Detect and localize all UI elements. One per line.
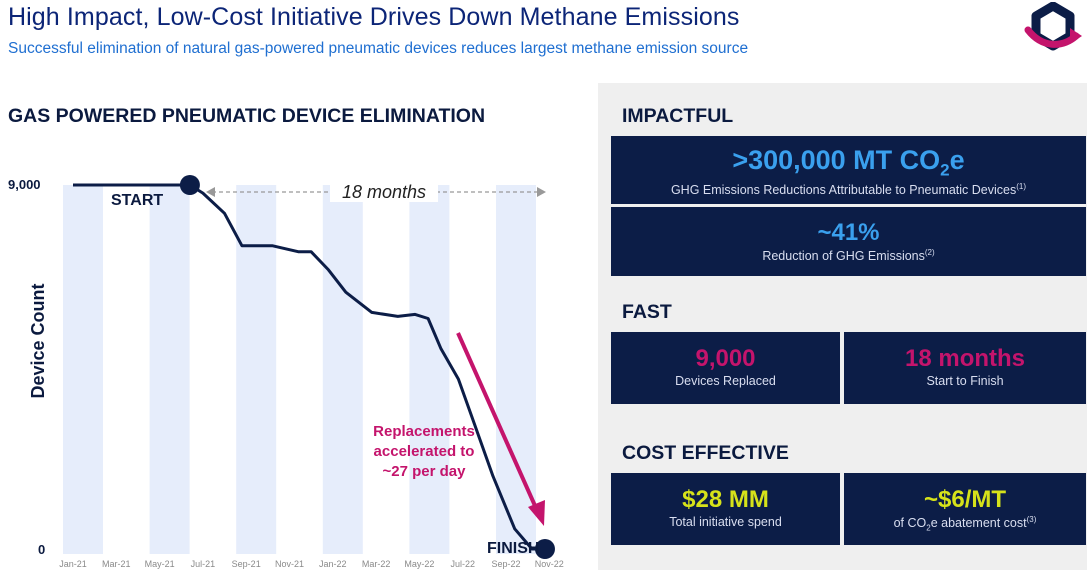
chart-section-title: GAS POWERED PNEUMATIC DEVICE ELIMINATION [8,105,486,127]
x-tick-label: Jul-22 [450,559,475,569]
devices-replaced-value: 9,000 [695,345,756,372]
initiative-spend-desc: Total initiative spend [669,515,782,530]
x-tick-label: Sep-21 [232,559,261,569]
emissions-desc: GHG Emissions Reductions Attributable to… [670,182,1027,198]
month-bands [63,185,536,554]
month-band [63,185,103,554]
finish-marker [534,539,555,559]
initiative-spend-box: $28 MM Total initiative spend [611,473,840,545]
emissions-value: >300,000 MT CO2e [732,145,965,180]
acceleration-note-line2: accelerated to [374,443,475,460]
abatement-cost-desc: of CO2e abatement cost(3) [893,515,1037,533]
company-logo-icon [1024,2,1082,51]
acceleration-arrow-head [528,500,545,526]
duration-desc: Start to Finish [926,374,1004,389]
month-band [236,185,277,554]
month-band [149,185,190,554]
duration-label-bg [330,180,438,202]
x-tick-label: Mar-22 [362,559,391,569]
start-label: START [111,192,163,209]
cost-effective-heading: COST EFFECTIVE [622,442,789,464]
acceleration-arrow-line [456,332,538,509]
abatement-cost-value: ~$6/MT [923,486,1007,513]
device-count-chart: 9,000 0 Device Count Jan-21 Mar-21 May-21 J… [8,175,564,569]
x-tick-label: Mar-21 [102,559,131,569]
duration-box: 18 months Start to Finish [844,332,1086,404]
acceleration-note-line3: ~27 per day [383,463,467,480]
finish-label: FINISH [487,540,539,557]
x-tick-label: Jan-21 [59,559,87,569]
page-title: High Impact, Low-Cost Initiative Drives … [8,3,740,31]
impactful-reduction-box: ~41% Reduction of GHG Emissions(2) [611,207,1086,276]
fast-heading: FAST [622,301,672,323]
initiative-spend-value: $28 MM [682,486,769,513]
abatement-cost-box: ~$6/MT of CO2e abatement cost(3) [844,473,1086,545]
x-axis-ticks: Jan-21 Mar-21 May-21 Jul-21 Sep-21 Nov-21 Jan-… [59,559,564,569]
x-tick-label: May-21 [145,559,175,569]
duration-arrow-left-head [206,187,215,197]
acceleration-note-line1: Replacements [373,423,475,440]
x-tick-label: May-22 [404,559,434,569]
duration-arrow-right-head [537,187,546,197]
impactful-emissions-box: >300,000 MT CO2e GHG Emissions Reduction… [611,136,1086,204]
summary-panel: IMPACTFUL >300,000 MT CO2e GHG Emissions… [598,83,1087,570]
x-tick-label: Nov-22 [535,559,564,569]
impactful-heading: IMPACTFUL [622,105,734,127]
y-axis-label: Device Count [28,283,48,398]
reduction-desc: Reduction of GHG Emissions(2) [762,248,935,264]
x-tick-label: Jul-21 [191,559,216,569]
duration-value: 18 months [904,345,1026,372]
month-band [409,185,450,554]
y-tick-min: 0 [38,542,45,557]
duration-label: 18 months [342,182,426,202]
devices-replaced-desc: Devices Replaced [675,374,776,389]
y-tick-max: 9,000 [8,177,41,192]
reduction-value: ~41% [817,219,880,246]
devices-replaced-box: 9,000 Devices Replaced [611,332,840,404]
month-band [322,185,363,554]
start-marker [179,175,200,195]
device-count-line [73,183,545,551]
x-tick-label: Nov-21 [275,559,304,569]
x-tick-label: Sep-22 [491,559,520,569]
x-tick-label: Jan-22 [319,559,347,569]
page-subtitle: Successful elimination of natural gas-po… [8,40,749,57]
